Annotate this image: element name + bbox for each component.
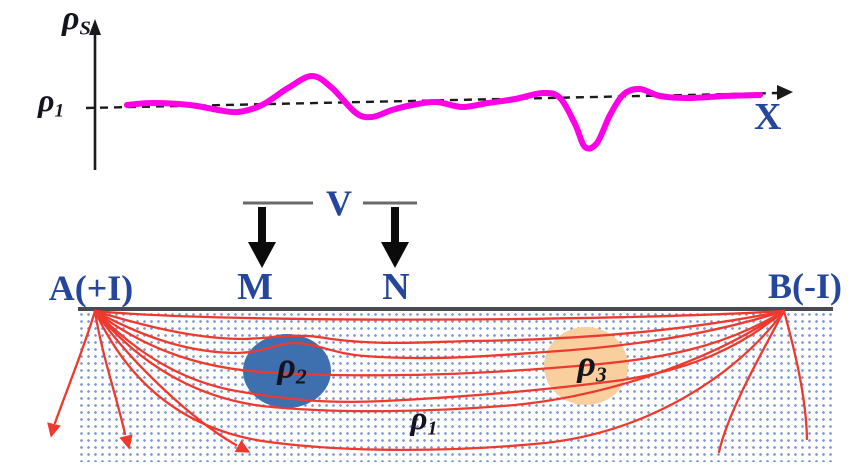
electrode-m-label: M [237, 266, 273, 308]
probe-arrow-m-head-icon [248, 242, 276, 268]
probe-arrow-n-head-icon [381, 242, 409, 268]
ground-surface-line [78, 307, 833, 311]
electrode-b-label: B(-I) [768, 266, 842, 306]
body-rho2-label: ρ2 [277, 345, 307, 389]
body-rho3-label: ρ3 [577, 343, 607, 387]
voltmeter-label: V [326, 183, 352, 223]
electrode-a-label: A(+I) [48, 268, 134, 308]
y-axis-label: ρS [62, 0, 91, 40]
subsurface-dotted-region [78, 311, 833, 462]
baseline-dashed-line [85, 91, 779, 110]
x-axis-label: X [754, 96, 782, 138]
electrode-n-label: N [382, 266, 410, 308]
current-arrowhead-icon [47, 422, 61, 438]
baseline-value-label: ρ1 [38, 82, 65, 122]
apparent-resistivity-curve [124, 73, 763, 152]
host-rho1-label: ρ1 [410, 400, 438, 440]
